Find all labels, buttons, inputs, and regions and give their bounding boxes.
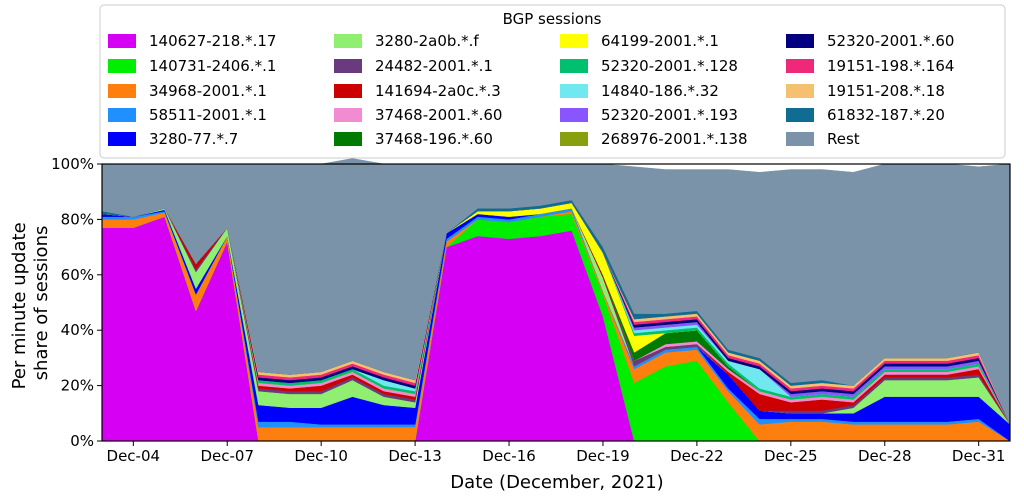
- x-tick-label: Dec-13: [388, 447, 442, 465]
- y-axis: 0% 20% 40% 60% 80% 100%: [51, 155, 102, 450]
- legend-swatch: [560, 108, 588, 122]
- x-tick-label: Dec-16: [482, 447, 536, 465]
- legend-items: 140627-218.*.17 140731-2406.*.1 34968-2001…: [108, 32, 954, 148]
- legend-swatch: [334, 34, 362, 48]
- legend-label: Rest: [827, 130, 860, 148]
- legend-swatch: [334, 59, 362, 73]
- legend-item-61832-187-20: 61832-187.*.20: [786, 106, 945, 124]
- legend-item-140627-218-17: 140627-218.*.17: [108, 32, 276, 50]
- legend-label: 52320-2001.*.128: [601, 57, 738, 75]
- legend-item-3280-77-7: 3280-77.*.7: [108, 130, 238, 148]
- legend-swatch: [560, 34, 588, 48]
- x-tick-label: Dec-07: [200, 447, 254, 465]
- x-axis: Dec-04 Dec-07 Dec-10 Dec-13 Dec-16 Dec-19 Dec-…: [107, 441, 1006, 465]
- legend-swatch: [560, 132, 588, 146]
- y-tick-label: 80%: [61, 210, 94, 228]
- y-axis-label: Per minute update share of sessions: [9, 217, 52, 390]
- legend-label: 61832-187.*.20: [827, 106, 945, 124]
- legend-swatch: [108, 132, 136, 146]
- y-tick-label: 100%: [51, 155, 94, 173]
- legend-item-52320-2001-60: 52320-2001.*.60: [786, 32, 954, 50]
- area-series-group: [101, 158, 1011, 442]
- legend-swatch: [786, 59, 814, 73]
- legend-label: 14840-186.*.32: [601, 82, 719, 100]
- legend-swatch: [786, 108, 814, 122]
- y-tick-label: 40%: [61, 321, 94, 339]
- legend-label: 268976-2001.*.138: [601, 130, 748, 148]
- legend-swatch: [108, 59, 136, 73]
- y-tick-label: 20%: [61, 377, 94, 395]
- legend-item-19151-208-18: 19151-208.*.18: [786, 82, 945, 100]
- legend-item-58511-2001-1: 58511-2001.*.1: [108, 106, 267, 124]
- legend-item-rest: Rest: [786, 130, 860, 148]
- legend-item-140731-2406-1: 140731-2406.*.1: [108, 57, 276, 75]
- legend-label: 58511-2001.*.1: [149, 106, 267, 124]
- legend-label: 19151-208.*.18: [827, 82, 945, 100]
- legend-label: 34968-2001.*.1: [149, 82, 267, 100]
- legend-swatch: [108, 84, 136, 98]
- legend-label: 24482-2001.*.1: [375, 57, 493, 75]
- legend-item-268976-2001-138: 268976-2001.*.138: [560, 130, 748, 148]
- legend-label: 3280-77.*.7: [149, 130, 238, 148]
- legend-label: 140627-218.*.17: [149, 32, 276, 50]
- legend-label: 37468-2001.*.60: [375, 106, 502, 124]
- legend-swatch: [334, 84, 362, 98]
- legend-swatch: [786, 34, 814, 48]
- legend: BGP sessions 140627-218.*.17 140731-2406.…: [99, 4, 1006, 159]
- legend-label: 64199-2001.*.1: [601, 32, 719, 50]
- x-tick-label: Dec-10: [294, 447, 348, 465]
- legend-item-52320-2001-193: 52320-2001.*.193: [560, 106, 738, 124]
- legend-item-3280-2a0b-f: 3280-2a0b.*.f: [334, 32, 479, 50]
- legend-swatch: [108, 108, 136, 122]
- x-axis-label: Date (December, 2021): [450, 472, 663, 493]
- legend-label: 37468-196.*.60: [375, 130, 493, 148]
- legend-item-19151-198-164: 19151-198.*.164: [786, 57, 954, 75]
- plot-frame: [101, 163, 1011, 442]
- legend-label: 52320-2001.*.193: [601, 106, 738, 124]
- y-tick-label: 60%: [61, 266, 94, 284]
- legend-item-34968-2001-1: 34968-2001.*.1: [108, 82, 267, 100]
- legend-item-141694-2a0c-3: 141694-2a0c.*.3: [334, 82, 501, 100]
- x-tick-label: Dec-25: [764, 447, 818, 465]
- x-tick-label: Dec-22: [670, 447, 724, 465]
- legend-label: 52320-2001.*.60: [827, 32, 954, 50]
- y-axis-label-line-1: Per minute update: [9, 222, 30, 389]
- x-tick-label: Dec-31: [952, 447, 1006, 465]
- legend-label: 19151-198.*.164: [827, 57, 954, 75]
- legend-swatch: [560, 59, 588, 73]
- legend-label: 141694-2a0c.*.3: [375, 82, 501, 100]
- x-tick-label: Dec-19: [576, 447, 630, 465]
- legend-item-14840-186-32: 14840-186.*.32: [560, 82, 719, 100]
- plot-area: [101, 158, 1011, 442]
- legend-item-64199-2001-1: 64199-2001.*.1: [560, 32, 719, 50]
- legend-swatch: [108, 34, 136, 48]
- legend-item-37468-196-60: 37468-196.*.60: [334, 130, 493, 148]
- legend-swatch: [786, 84, 814, 98]
- legend-frame: [99, 4, 1006, 159]
- legend-label: 140731-2406.*.1: [149, 57, 276, 75]
- legend-item-52320-2001-128: 52320-2001.*.128: [560, 57, 738, 75]
- legend-item-37468-2001-60: 37468-2001.*.60: [334, 106, 502, 124]
- legend-swatch: [560, 84, 588, 98]
- legend-swatch: [786, 132, 814, 146]
- legend-swatch: [334, 108, 362, 122]
- legend-item-24482-2001-1: 24482-2001.*.1: [334, 57, 493, 75]
- legend-title: BGP sessions: [503, 10, 602, 28]
- y-axis-label-line-2: share of sessions: [31, 226, 52, 381]
- x-tick-label: Dec-28: [858, 447, 912, 465]
- y-tick-label: 0%: [70, 432, 94, 450]
- legend-label: 3280-2a0b.*.f: [375, 32, 479, 50]
- legend-swatch: [334, 132, 362, 146]
- x-tick-label: Dec-04: [107, 447, 161, 465]
